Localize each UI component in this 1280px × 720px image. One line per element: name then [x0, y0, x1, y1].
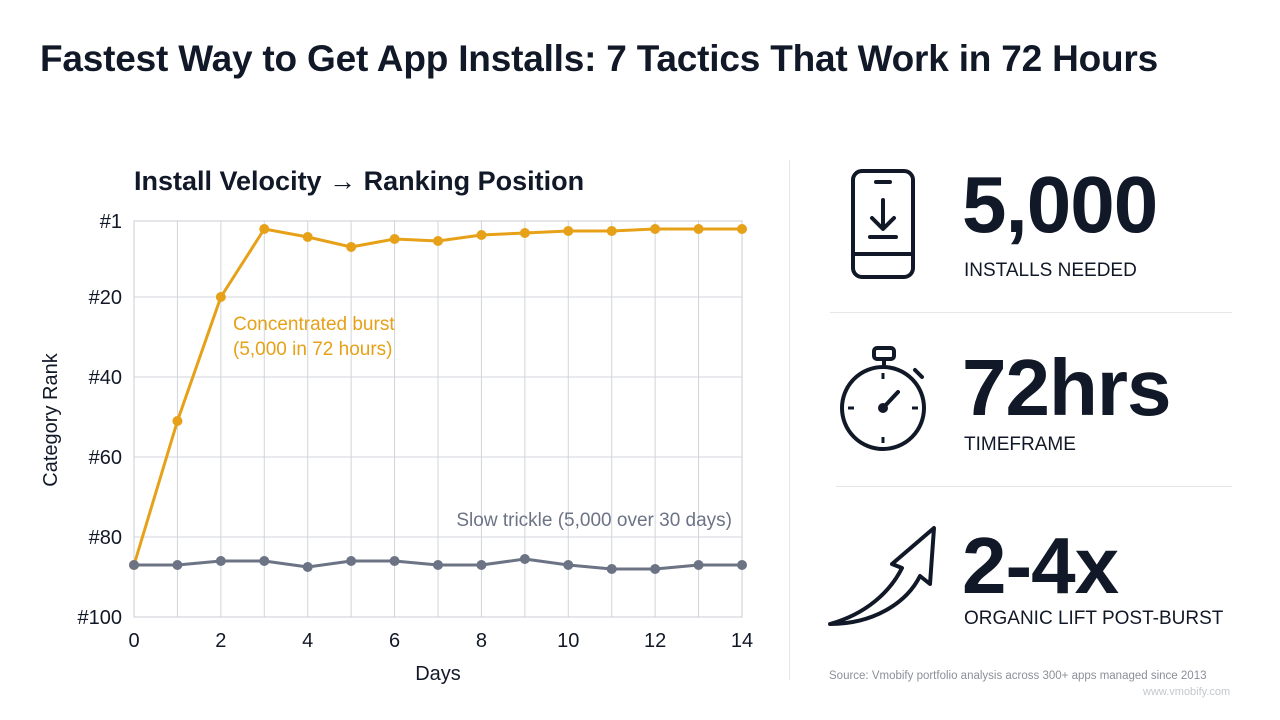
y-tick-label: #1: [100, 211, 122, 233]
stat-installs-label: INSTALLS NEEDED: [964, 260, 1137, 281]
source-note: Source: Vmobify portfolio analysis acros…: [829, 670, 1207, 682]
data-point: [433, 236, 443, 246]
data-point: [129, 560, 139, 570]
curved-arrow-up-icon: [828, 526, 936, 626]
data-point: [519, 554, 530, 564]
data-point: [737, 224, 747, 234]
stat-divider-2: [836, 486, 1232, 487]
stopwatch-icon: [840, 346, 926, 451]
data-point: [476, 560, 487, 570]
vertical-divider: [789, 160, 790, 680]
page-title: Fastest Way to Get App Installs: 7 Tacti…: [40, 38, 1158, 79]
data-point: [259, 556, 270, 566]
data-point: [302, 232, 313, 242]
data-point: [346, 242, 357, 252]
data-point: [737, 560, 747, 570]
y-axis-label: Category Rank: [40, 352, 62, 486]
data-point: [389, 234, 400, 244]
plot-frame: [133, 220, 743, 618]
x-tick-label: 10: [557, 630, 579, 652]
y-tick-label: #40: [89, 367, 122, 389]
phone-download-icon: [851, 169, 915, 279]
data-point: [215, 556, 226, 566]
stat-timeframe-label: TIMEFRAME: [964, 434, 1076, 455]
chart-title: Install Velocity → Ranking Position: [134, 166, 584, 196]
y-tick-label: #80: [89, 527, 122, 549]
data-point: [215, 292, 226, 302]
series-label: (5,000 in 72 hours): [233, 339, 393, 360]
data-point: [172, 416, 183, 426]
data-point: [389, 556, 400, 566]
x-tick-label: 8: [476, 630, 487, 652]
series-label: Slow trickle (5,000 over 30 days): [456, 510, 732, 531]
data-point: [259, 224, 270, 234]
data-point: [606, 226, 617, 236]
data-point: [346, 556, 357, 566]
data-point: [433, 560, 443, 570]
data-point: [650, 224, 661, 234]
y-tick-label: #100: [78, 607, 123, 629]
data-point: [606, 564, 617, 574]
data-point: [519, 228, 530, 238]
x-tick-label: 6: [389, 630, 400, 652]
watermark: www.vmobify.com: [1143, 686, 1231, 698]
stat-installs-value: 5,000: [962, 160, 1158, 249]
y-tick-label: #60: [89, 447, 122, 469]
stat-lift-value: 2-4x: [962, 521, 1119, 610]
data-point: [302, 562, 313, 572]
x-tick-label: 14: [731, 630, 753, 652]
x-tick-label: 4: [302, 630, 313, 652]
x-tick-label: 0: [128, 630, 139, 652]
data-point: [172, 560, 183, 570]
stat-timeframe-value: 72hrs: [962, 343, 1171, 432]
stat-lift-label: ORGANIC LIFT POST-BURST: [964, 608, 1224, 629]
series-label: Concentrated burst: [233, 314, 395, 335]
x-tick-label: 2: [215, 630, 226, 652]
data-point: [563, 226, 574, 236]
data-point: [693, 560, 704, 570]
data-point: [476, 230, 487, 240]
stat-divider-1: [830, 312, 1232, 313]
y-tick-label: #20: [89, 287, 122, 309]
x-tick-label: 12: [644, 630, 666, 652]
data-point: [693, 224, 704, 234]
x-axis-label: Days: [415, 663, 461, 685]
data-point: [563, 560, 574, 570]
rank-chart: Install Velocity → Ranking Position #1 #2…: [40, 166, 753, 685]
data-point: [650, 564, 661, 574]
